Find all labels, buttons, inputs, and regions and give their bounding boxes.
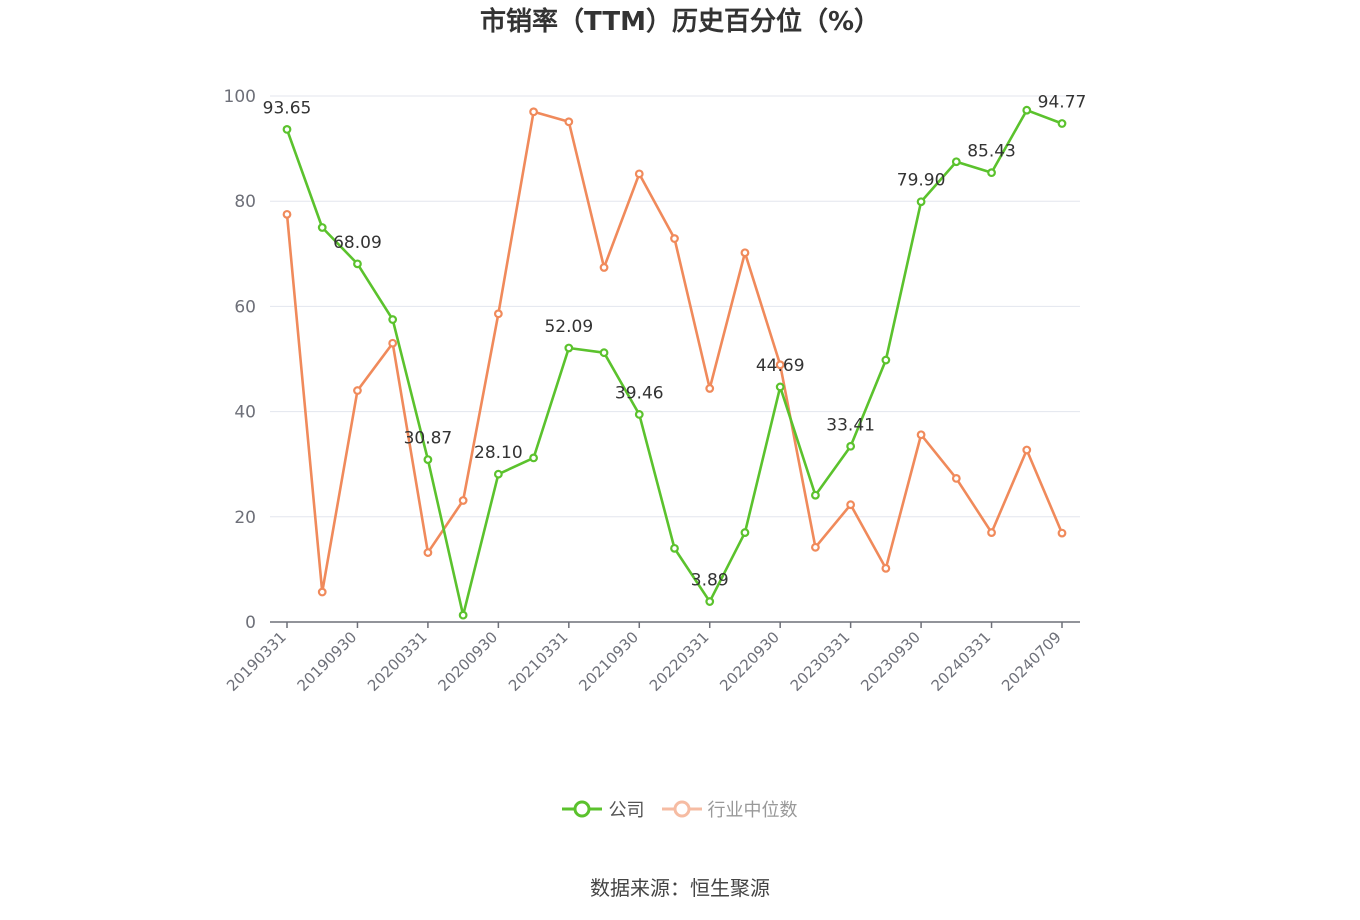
y-tick-label: 60: [234, 297, 256, 317]
industry-median-data-point: [564, 117, 574, 127]
company-data-point: [987, 168, 996, 178]
industry-median-data-point: [388, 338, 398, 348]
industry-median-data-point: [811, 542, 820, 552]
company-data-label: 93.65: [263, 98, 312, 118]
x-tick-label: 20190331: [223, 628, 290, 695]
industry-median-data-point: [493, 309, 503, 319]
company-data-label: 79.90: [897, 171, 946, 191]
industry-median-data-point: [529, 107, 538, 117]
company-data-point: [493, 469, 503, 479]
company-data-point: [353, 259, 362, 269]
company-data-point: [634, 410, 644, 419]
x-tick-label: 20210331: [505, 628, 572, 695]
company-data-point: [811, 490, 820, 500]
industry-median-data-point: [916, 430, 926, 440]
company-data-point: [388, 315, 398, 324]
company-series-line: [285, 108, 1063, 617]
x-tick-label: 20220331: [646, 628, 713, 695]
x-tick-label: 20190930: [294, 628, 361, 695]
x-tick-label: 20200331: [364, 628, 431, 695]
industry-median-data-point: [881, 563, 891, 573]
data-label-layer: 93.65 68.09 30.87 28.10 52.09 39.46 3.89 44.69 3…: [263, 93, 1087, 591]
industry-median-data-point: [987, 528, 996, 537]
company-data-label: 30.87: [404, 429, 453, 449]
industry-median-data-point: [353, 386, 362, 395]
legend-company-icon: [562, 800, 603, 818]
company-data-label: 94.77: [1038, 93, 1087, 113]
company-data-point: [423, 455, 433, 465]
company-data-point: [740, 528, 750, 537]
x-tick-label: 20210930: [575, 628, 642, 695]
industry-median-data-point: [317, 587, 327, 597]
company-data-label: 3.89: [691, 571, 729, 591]
company-data-label: 68.09: [333, 233, 382, 253]
company-data-point: [1057, 119, 1067, 128]
y-tick-label: 20: [234, 508, 256, 528]
x-tick-label: 20200930: [434, 628, 501, 695]
industry-median-data-point: [1057, 528, 1067, 538]
x-tick-label: 20230331: [787, 628, 854, 695]
company-data-point: [881, 355, 891, 365]
legend-industry-icon: [661, 800, 702, 818]
company-data-label: 85.43: [967, 142, 1016, 162]
company-data-label: 39.46: [615, 383, 664, 403]
line-chart: 0 20 40 60 80 100 20190331 20190930 20200331 2020…: [223, 87, 1087, 695]
series-layer: [282, 105, 1067, 620]
company-data-point: [564, 343, 574, 353]
y-tick-label: 100: [224, 87, 256, 107]
industry-median-data-point: [282, 209, 292, 219]
company-data-point: [599, 348, 609, 358]
industry-median-data-point: [458, 496, 468, 505]
company-data-point: [951, 157, 961, 167]
company-data-point: [670, 543, 679, 553]
y-tick-label: 80: [234, 192, 256, 212]
industry-median-data-point: [951, 474, 961, 483]
x-tick-label: 20230930: [857, 628, 924, 695]
legend-label-industry-median: 行业中位数: [707, 800, 798, 821]
company-data-label: 28.10: [474, 443, 523, 463]
industry-median-data-point: [670, 234, 679, 243]
y-tick-label: 0: [245, 613, 256, 633]
legend-item-industry-median[interactable]: 行业中位数: [661, 796, 798, 822]
company-data-point: [317, 223, 327, 232]
company-data-label: 52.09: [544, 317, 593, 337]
industry-median-data-point: [599, 263, 609, 272]
company-data-label: 33.41: [826, 415, 875, 435]
y-tick-label: 40: [234, 403, 256, 423]
legend: 公司 行业中位数: [0, 796, 1360, 823]
x-tick-label: 20240331: [928, 628, 995, 695]
data-source: 数据来源：恒生聚源: [590, 876, 770, 900]
company-data-point: [775, 382, 785, 392]
company-data-label: 44.69: [756, 356, 805, 376]
industry-median-data-point: [634, 169, 644, 179]
chart-title: 市销率（TTM）历史百分位（%）: [480, 7, 880, 37]
company-data-point: [529, 453, 538, 463]
legend-label-company: 公司: [608, 800, 645, 821]
legend-item-company[interactable]: 公司: [562, 796, 644, 822]
industry-median-data-point: [740, 248, 750, 258]
industry-median-data-point: [846, 500, 856, 510]
industry-median-data-point: [423, 548, 433, 557]
industry-median-data-point: [705, 384, 715, 393]
company-data-point: [846, 441, 856, 451]
company-data-point: [458, 610, 468, 620]
x-tick-label: 20220930: [716, 628, 783, 695]
company-data-point: [282, 125, 292, 134]
industry-median-series-line: [285, 110, 1064, 594]
company-data-point: [1022, 105, 1032, 115]
company-data-point: [705, 597, 715, 606]
company-data-point: [916, 197, 926, 207]
industry-median-data-point: [1022, 445, 1032, 455]
x-tick-label: 20240709: [998, 628, 1065, 695]
industry-median-data-point: [775, 360, 785, 370]
